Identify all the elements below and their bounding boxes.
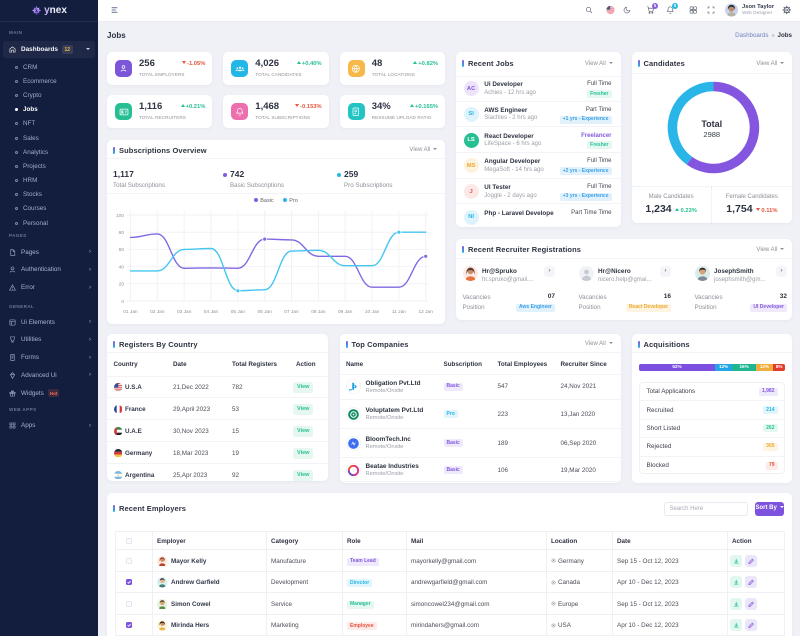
svg-text:07 Jan: 07 Jan — [284, 309, 299, 315]
svg-text:0: 0 — [121, 299, 124, 305]
svg-text:09 Jan: 09 Jan — [338, 309, 353, 315]
svg-text:100: 100 — [116, 213, 124, 219]
svg-text:05 Jan: 05 Jan — [231, 309, 246, 315]
svg-text:60: 60 — [119, 247, 125, 253]
svg-text:04 Jan: 04 Jan — [204, 309, 219, 315]
svg-text:12 Jan: 12 Jan — [418, 309, 433, 315]
svg-text:40: 40 — [119, 264, 125, 270]
svg-text:03 Jan: 03 Jan — [177, 309, 192, 315]
svg-text:01 Jan: 01 Jan — [123, 309, 138, 315]
svg-text:80: 80 — [119, 230, 125, 236]
svg-text:11 Jan: 11 Jan — [392, 309, 406, 315]
svg-text:02 Jan: 02 Jan — [150, 309, 165, 315]
svg-text:06 Jan: 06 Jan — [257, 309, 272, 315]
svg-text:20: 20 — [119, 282, 125, 288]
svg-text:10 Jan: 10 Jan — [365, 309, 380, 315]
svg-text:08 Jan: 08 Jan — [311, 309, 326, 315]
